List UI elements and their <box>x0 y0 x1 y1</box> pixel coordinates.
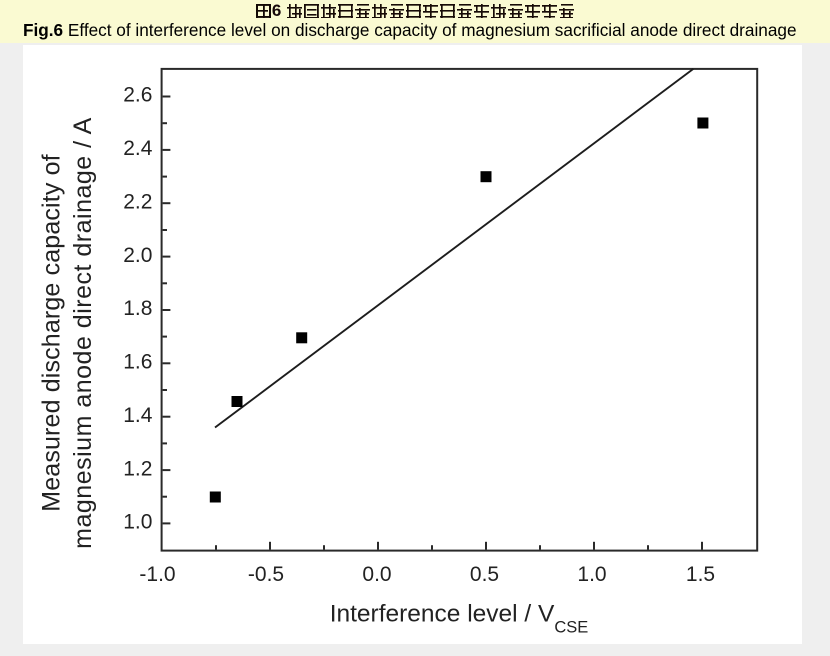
svg-text:2.0: 2.0 <box>123 244 152 267</box>
svg-text:Measured discharge capacity of: Measured discharge capacity of <box>38 154 66 511</box>
svg-text:2.4: 2.4 <box>123 137 153 160</box>
svg-text:Interference level / VCSE: Interference level / VCSE <box>330 601 589 637</box>
svg-text:-1.0: -1.0 <box>139 563 175 586</box>
svg-text:1.6: 1.6 <box>123 351 152 374</box>
svg-text:2.2: 2.2 <box>123 190 152 213</box>
svg-text:0.5: 0.5 <box>470 563 499 586</box>
svg-text:magnesium anode direct drainag: magnesium anode direct drainage / A <box>69 117 97 549</box>
svg-text:0.0: 0.0 <box>362 563 391 586</box>
svg-text:1.8: 1.8 <box>123 297 152 320</box>
svg-text:1.2: 1.2 <box>123 457 152 480</box>
svg-text:-0.5: -0.5 <box>248 563 284 586</box>
svg-text:1.0: 1.0 <box>577 563 606 586</box>
svg-text:1.0: 1.0 <box>123 511 152 534</box>
svg-text:2.6: 2.6 <box>123 84 152 107</box>
svg-text:1.5: 1.5 <box>686 563 715 586</box>
svg-text:1.4: 1.4 <box>123 404 153 427</box>
